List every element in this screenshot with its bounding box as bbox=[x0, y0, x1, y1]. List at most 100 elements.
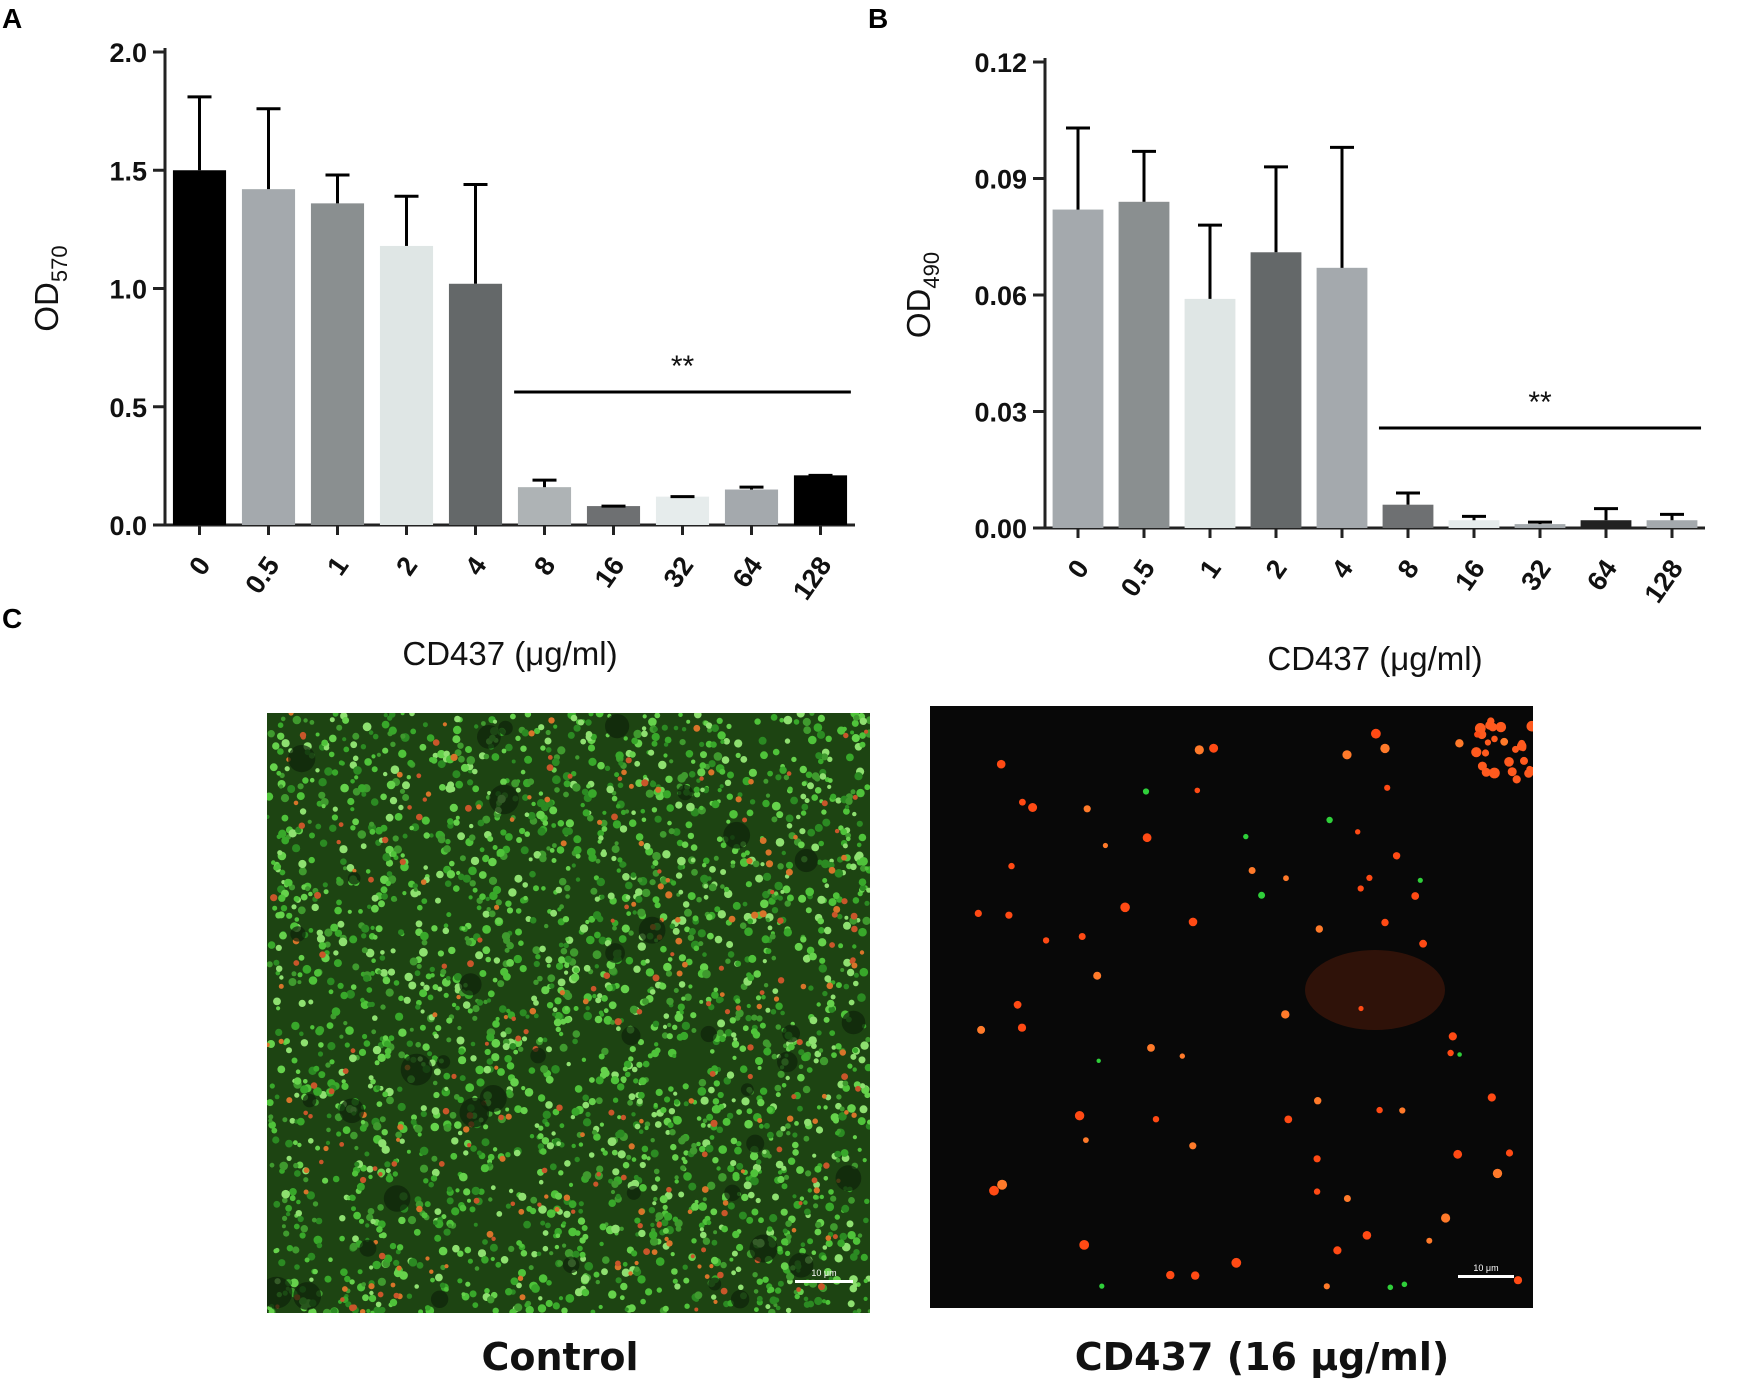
live-cell bbox=[352, 732, 360, 740]
live-cell bbox=[588, 1152, 595, 1158]
live-cell bbox=[460, 763, 469, 772]
live-cell bbox=[308, 891, 313, 897]
live-cell bbox=[608, 1290, 617, 1299]
live-cell bbox=[511, 779, 520, 788]
live-cell bbox=[713, 855, 719, 861]
live-cell bbox=[482, 910, 490, 918]
live-cell bbox=[495, 917, 503, 925]
live-cell bbox=[564, 962, 570, 969]
dead-cell bbox=[1453, 1149, 1463, 1159]
live-cell bbox=[700, 1231, 707, 1239]
live-cell bbox=[794, 1293, 800, 1300]
live-cell bbox=[852, 944, 857, 949]
dead-cell bbox=[352, 868, 357, 873]
live-cell bbox=[510, 713, 516, 720]
live-cell bbox=[707, 727, 712, 733]
dark-patch bbox=[498, 720, 513, 736]
live-cell bbox=[736, 1109, 742, 1115]
dead-cell bbox=[456, 994, 461, 1000]
live-cell bbox=[637, 1275, 646, 1284]
dead-cell bbox=[323, 1145, 329, 1152]
live-cell bbox=[749, 799, 756, 805]
live-cell bbox=[703, 884, 709, 889]
live-cell bbox=[453, 725, 462, 735]
live-cell bbox=[612, 1168, 620, 1176]
live-cell bbox=[513, 1049, 519, 1055]
dead-cell bbox=[1142, 833, 1152, 843]
live-cell bbox=[299, 1031, 304, 1036]
live-cell bbox=[482, 1239, 488, 1245]
live-cell bbox=[285, 879, 293, 887]
live-cell bbox=[850, 863, 857, 871]
live-cell bbox=[491, 1038, 501, 1048]
live-cell bbox=[369, 828, 376, 835]
live-cell bbox=[835, 1130, 840, 1136]
live-cell bbox=[702, 1197, 707, 1202]
dead-cell bbox=[1357, 885, 1364, 892]
live-cell bbox=[771, 816, 778, 823]
live-cell bbox=[281, 1224, 286, 1229]
live-cell bbox=[768, 1308, 776, 1313]
live-cell bbox=[357, 1269, 363, 1275]
dead-cell bbox=[396, 1137, 401, 1142]
live-cell bbox=[379, 955, 386, 961]
live-cell bbox=[672, 828, 681, 836]
live-cell bbox=[295, 827, 302, 834]
live-cell bbox=[372, 934, 378, 940]
live-cell bbox=[691, 1238, 697, 1244]
live-cell bbox=[511, 759, 516, 764]
dead-cell bbox=[828, 866, 836, 874]
live-cell bbox=[524, 812, 530, 817]
live-cell bbox=[336, 899, 342, 906]
live-cell bbox=[470, 1055, 477, 1062]
live-cell bbox=[538, 1296, 543, 1301]
live-cell bbox=[589, 1077, 595, 1083]
dead-cell bbox=[563, 1194, 571, 1201]
live-cell bbox=[596, 877, 605, 887]
live-cell bbox=[775, 1092, 781, 1098]
live-cell bbox=[746, 1003, 751, 1009]
live-cell bbox=[343, 1021, 348, 1026]
live-cell bbox=[282, 1197, 288, 1204]
live-cell bbox=[611, 845, 620, 854]
live-cell bbox=[274, 863, 282, 870]
live-cell bbox=[696, 1116, 702, 1121]
dead-cell bbox=[382, 836, 389, 844]
live-cell bbox=[667, 1122, 674, 1129]
live-cell bbox=[353, 1211, 361, 1220]
live-cell bbox=[702, 1237, 711, 1245]
live-cell bbox=[680, 1165, 686, 1171]
live-cell bbox=[383, 771, 388, 777]
dead-cell bbox=[1489, 767, 1500, 779]
live-cell bbox=[417, 1132, 422, 1137]
live-cell bbox=[862, 1158, 867, 1163]
dead-cell bbox=[617, 776, 623, 781]
live-cell bbox=[395, 1249, 401, 1255]
live-cell bbox=[839, 1232, 848, 1241]
dead-cell bbox=[776, 1146, 783, 1153]
live-cell bbox=[840, 828, 847, 836]
live-cell bbox=[595, 713, 604, 718]
live-cell bbox=[308, 976, 318, 985]
live-cell bbox=[432, 752, 439, 759]
dark-patch bbox=[841, 1010, 866, 1035]
live-cell bbox=[783, 774, 790, 781]
dead-cell bbox=[656, 1222, 662, 1228]
live-cell bbox=[711, 800, 720, 809]
live-cell bbox=[753, 1289, 759, 1294]
dead-cell bbox=[476, 804, 482, 810]
live-cell bbox=[451, 1207, 460, 1216]
live-cell bbox=[537, 1094, 546, 1102]
live-cell bbox=[817, 895, 826, 904]
live-cell bbox=[758, 1217, 764, 1224]
chart-b-x-tick-label: 0 bbox=[1062, 554, 1095, 584]
live-cell bbox=[785, 861, 794, 869]
live-cell bbox=[822, 878, 828, 883]
live-cell bbox=[295, 1210, 302, 1217]
live-cell bbox=[437, 986, 443, 992]
live-cell bbox=[446, 1186, 453, 1192]
dark-patch bbox=[479, 1085, 507, 1112]
live-cell bbox=[856, 842, 862, 848]
dead-cell bbox=[721, 1209, 728, 1217]
live-cell bbox=[838, 943, 844, 949]
